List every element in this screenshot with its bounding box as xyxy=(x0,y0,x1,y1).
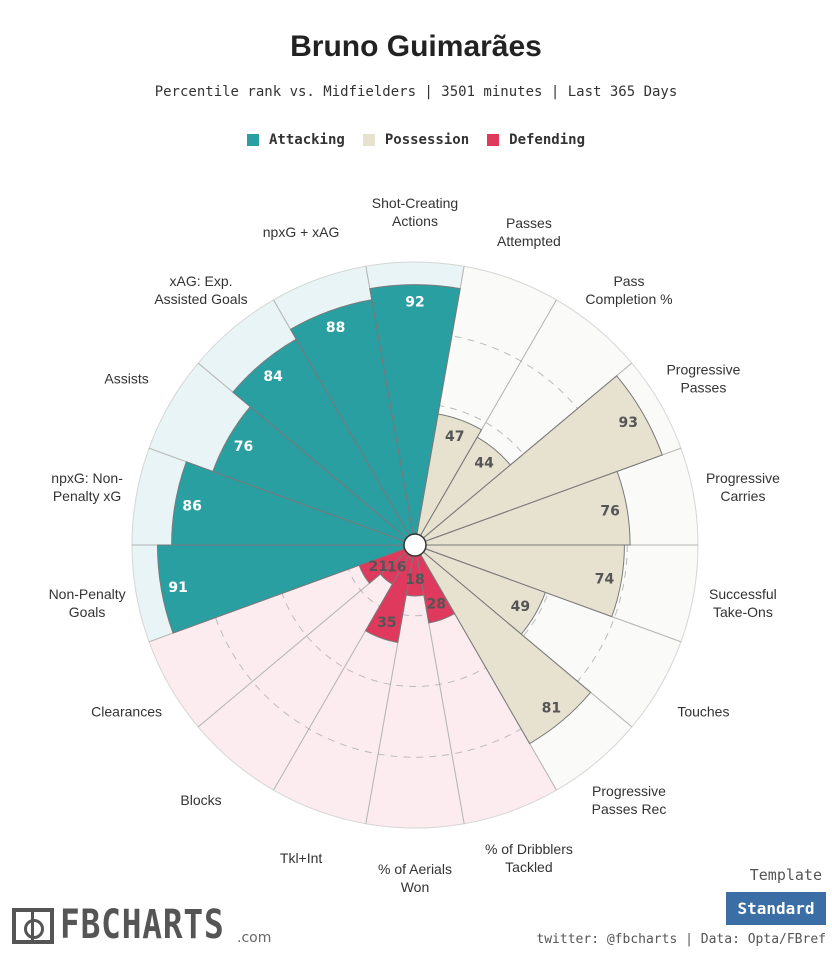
category-label-of-dribblers-tackled: % of Dribblers Tackled xyxy=(485,841,573,875)
bar-npxg-xag xyxy=(289,299,416,546)
chart-title: Bruno Guimarães xyxy=(290,30,542,63)
category-label-progressive-passes-rec: Progressive Passes Rec xyxy=(592,783,667,817)
spoke-line xyxy=(365,544,416,824)
category-label-progressive-carries: Progressive Carries xyxy=(706,470,780,504)
bar-npxg-non-penalty-xg xyxy=(171,461,416,546)
value-label-pass-completion: 44 xyxy=(474,456,494,472)
category-label-assists: Assists xyxy=(104,371,148,387)
category-label-npxg-non-penalty-xg: npxG: Non-Penalty xG xyxy=(51,470,123,504)
bar-tkl-int xyxy=(364,544,416,644)
value-label-touches: 49 xyxy=(511,599,530,615)
category-label-successful-take-ons: Successful Take-Ons xyxy=(709,586,777,620)
legend-swatch-possession xyxy=(362,134,375,146)
bar-passes-attempted xyxy=(414,413,483,546)
logo-suffix: .com xyxy=(237,930,272,946)
spoke-line xyxy=(273,299,416,546)
spoke-line xyxy=(148,544,416,643)
value-label-of-dribblers-tackled: 28 xyxy=(427,597,446,613)
spoke-line xyxy=(414,266,465,546)
template-standard-button[interactable]: Standard xyxy=(726,892,826,925)
value-label-progressive-carries: 76 xyxy=(600,504,619,520)
legend-swatch-attacking xyxy=(246,134,259,146)
value-label-npxg-non-penalty-xg: 86 xyxy=(182,499,201,515)
value-label-assists: 76 xyxy=(234,439,253,455)
legend-label-defending: Defending xyxy=(509,132,585,148)
legend-label-attacking: Attacking xyxy=(268,132,345,148)
fbcharts-logo: FBCHARTS .com xyxy=(12,902,271,948)
spoke-line xyxy=(365,266,416,546)
category-label-blocks: Blocks xyxy=(180,792,221,808)
category-label-progressive-passes: Progressive Passes xyxy=(666,362,740,396)
value-label-passes-attempted: 47 xyxy=(445,429,464,445)
bar-progressive-passes-rec xyxy=(414,544,592,745)
pitch-icon xyxy=(12,908,54,944)
legend-item-attacking: Attacking xyxy=(246,132,345,148)
legend-swatch-defending xyxy=(487,134,500,146)
value-label-shot-creating-actions: 92 xyxy=(405,295,424,311)
spoke-line xyxy=(148,447,416,546)
value-label-blocks: 16 xyxy=(387,560,406,576)
spoke-line xyxy=(197,544,416,728)
category-label-touches: Touches xyxy=(677,704,729,720)
value-label-progressive-passes-rec: 81 xyxy=(542,701,561,717)
category-label-clearances: Clearances xyxy=(91,704,162,720)
category-label-of-aerials-won: % of Aerials Won xyxy=(378,861,452,895)
category-label-npxg-xag: npxG + xAG xyxy=(263,224,340,240)
legend-label-possession: Possession xyxy=(384,132,470,148)
bar-non-penalty-goals xyxy=(156,544,416,634)
value-label-non-penalty-goals: 91 xyxy=(168,580,187,596)
bar-progressive-passes xyxy=(414,375,663,546)
value-label-progressive-passes: 93 xyxy=(618,415,637,431)
category-label-shot-creating-actions: Shot-Creating Actions xyxy=(372,195,458,229)
template-label: Template xyxy=(749,866,822,884)
value-label-of-aerials-won: 18 xyxy=(405,572,424,588)
bar-progressive-carries xyxy=(414,470,631,546)
chart-subtitle: Percentile rank vs. Midfielders | 3501 m… xyxy=(154,84,678,100)
spoke-line xyxy=(273,544,416,791)
spoke-line xyxy=(414,544,557,791)
category-label-non-penalty-goals: Non-Penalty Goals xyxy=(49,586,126,620)
center-circle xyxy=(403,533,427,557)
bar-of-dribblers-tackled xyxy=(414,544,456,624)
legend-item-defending: Defending xyxy=(487,132,585,148)
spoke-line xyxy=(414,544,682,643)
legend: Attacking Possession Defending xyxy=(0,132,832,148)
spoke-line xyxy=(197,362,416,546)
value-label-tkl-int: 35 xyxy=(377,615,396,631)
spoke-line xyxy=(414,544,465,824)
value-label-npxg-xag: 88 xyxy=(326,320,345,336)
category-label-xag-exp-assisted-goals: xAG: Exp. Assisted Goals xyxy=(154,273,247,307)
value-label-successful-take-ons: 74 xyxy=(595,571,615,587)
category-label-pass-completion: Pass Completion % xyxy=(585,273,672,307)
spoke-line xyxy=(414,544,633,728)
spoke-line xyxy=(414,299,557,546)
credit-text: twitter: @fbcharts | Data: Opta/FBref xyxy=(536,932,826,947)
value-label-clearances: 21 xyxy=(369,559,388,575)
bar-successful-take-ons xyxy=(414,544,625,618)
category-label-tkl-int: Tkl+Int xyxy=(280,850,323,866)
category-label-passes-attempted: Passes Attempted xyxy=(497,215,561,249)
logo-text: FBCHARTS xyxy=(60,902,225,948)
spoke-line xyxy=(414,362,633,546)
value-label-xag-exp-assisted-goals: 84 xyxy=(263,369,283,385)
spoke-line xyxy=(414,447,682,546)
bar-shot-creating-actions xyxy=(369,284,461,546)
legend-item-possession: Possession xyxy=(362,132,470,148)
